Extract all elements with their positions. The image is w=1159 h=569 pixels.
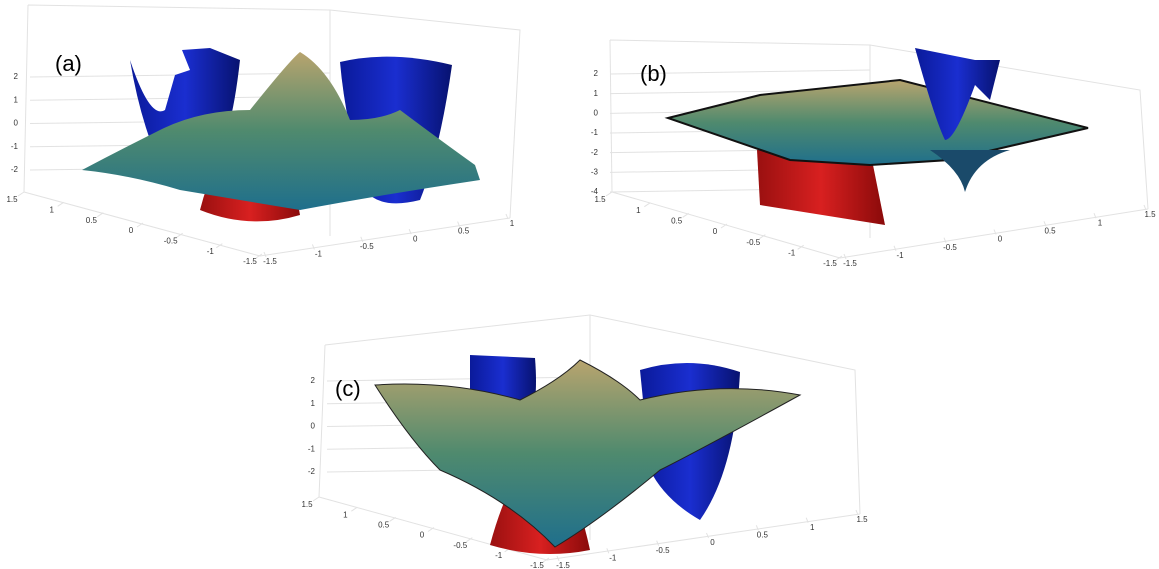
x-tick-label: -1.5 [263, 257, 277, 266]
x-tick-label: 0 [998, 235, 1003, 244]
z-tick-label: -2 [591, 148, 599, 157]
y-tick-label: -1 [495, 551, 503, 560]
tick-mark [390, 517, 396, 521]
tick-mark [606, 192, 612, 196]
surface [668, 80, 1088, 165]
x-tick-label: -1.5 [843, 259, 857, 268]
y-tick-label: -0.5 [746, 238, 760, 247]
y-tick-label: 0 [129, 226, 134, 235]
y-tick-label: -1.5 [530, 561, 544, 569]
y-tick-label: 0.5 [671, 216, 683, 225]
tick-mark [18, 192, 24, 196]
x-tick-label: -0.5 [943, 243, 957, 252]
tick-mark [97, 213, 103, 217]
z-tick-label: -1 [591, 128, 599, 137]
z-tick-label: 1 [14, 95, 19, 104]
y-tick-label: -0.5 [453, 541, 467, 550]
surfaces [82, 48, 1088, 554]
y-tick-label: -1 [788, 248, 796, 257]
x-tick-label: -1 [609, 553, 617, 562]
x-tick-label: 0.5 [757, 530, 769, 539]
x-tick-label: -1 [315, 250, 323, 259]
z-tick-label: 2 [594, 69, 599, 78]
y-tick-label: 1.5 [594, 195, 606, 204]
figure: (a) 2 1 0 -1 -2 1.5 1 0.5 0 -0.5 -1 -1.5 -1.5 -1 -0.5 0 0… [0, 0, 1159, 569]
z-tick-label: 0 [14, 119, 19, 128]
panel-label: (a) [55, 51, 82, 76]
x-tick-label: 0 [413, 234, 418, 243]
x-tick-label: 1.5 [1144, 210, 1156, 219]
y-tick-label: 0 [420, 531, 425, 540]
y-tick-label: 1 [49, 205, 54, 214]
y-tick-label: -1.5 [823, 259, 837, 268]
y-tick-label: 1.5 [6, 195, 18, 204]
panel-label: (b) [640, 61, 667, 86]
tick-mark [683, 213, 689, 217]
y-tick-label: 0 [713, 227, 718, 236]
tick-mark [707, 533, 709, 538]
y-tick-label: -0.5 [164, 236, 178, 245]
z-tick-label: -1 [11, 142, 19, 151]
x-tick-label: 0 [710, 538, 715, 547]
z-tick-label: 0 [311, 422, 316, 431]
y-tick-label: 0.5 [378, 520, 390, 529]
y-tick-label: 1 [343, 510, 348, 519]
tick-mark [58, 202, 64, 206]
x-tick-label: 1 [1098, 218, 1103, 227]
grid-line [327, 377, 590, 381]
y-tick-label: 0.5 [86, 216, 98, 225]
x-tick-label: 0.5 [1044, 226, 1056, 235]
x-tick-label: 1 [810, 523, 815, 532]
z-tick-label: 2 [14, 72, 19, 81]
y-tick-label: -1 [207, 247, 215, 256]
z-tick-label: 0 [594, 108, 599, 117]
z-tick-label: 1 [594, 89, 599, 98]
z-tick-label: -2 [308, 467, 316, 476]
panel-label: (c) [335, 376, 361, 401]
y-tick-label: 1.5 [301, 500, 313, 509]
x-tick-label: 1 [510, 219, 515, 228]
x-tick-label: -0.5 [360, 242, 374, 251]
x-tick-label: -0.5 [656, 546, 670, 555]
x-tick-label: 0.5 [458, 227, 470, 236]
x-tick-label: -1 [896, 251, 904, 260]
x-tick-label: -1.5 [556, 561, 570, 569]
x-tick-label: 1.5 [856, 515, 868, 524]
tick-mark [644, 203, 650, 207]
tick-mark [313, 497, 319, 501]
z-tick-label: 1 [311, 399, 316, 408]
tick-mark [351, 507, 357, 511]
y-tick-label: -1.5 [243, 257, 257, 266]
z-tick-label: 2 [311, 376, 316, 385]
y-tick-label: 1 [636, 206, 641, 215]
surface [930, 150, 1010, 192]
z-tick-label: -2 [11, 165, 19, 174]
z-tick-label: -1 [308, 444, 316, 453]
z-tick-label: -3 [591, 167, 599, 176]
